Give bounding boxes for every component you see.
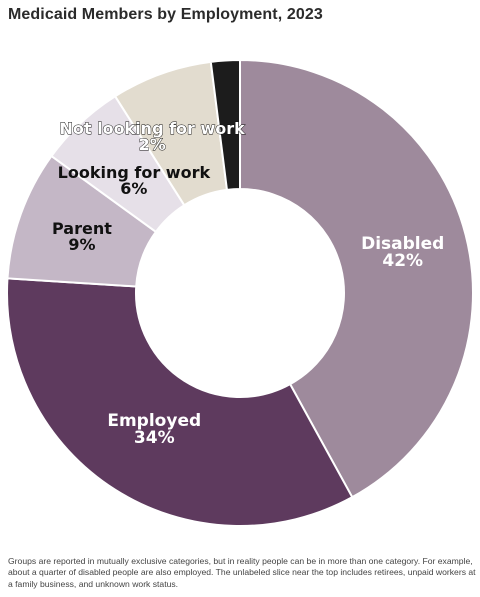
value-label-not-looking-for-work: 2%	[139, 135, 166, 154]
value-label-parent: 9%	[68, 235, 95, 254]
slice-employed	[6, 277, 354, 527]
slice-disabled	[239, 58, 474, 499]
label-not-looking-for-work: Not looking for work	[59, 119, 245, 138]
label-disabled: Disabled	[361, 234, 444, 254]
label-parent: Parent	[52, 219, 112, 238]
label-looking-for-work: Looking for work	[58, 163, 211, 182]
value-label-employed: 34%	[134, 428, 175, 448]
label-employed: Employed	[107, 411, 201, 431]
slices-group	[6, 58, 474, 527]
chart-title: Medicaid Members by Employment, 2023	[8, 6, 323, 23]
slice-unlabeled	[209, 58, 241, 191]
value-label-looking-for-work: 6%	[120, 179, 147, 198]
value-label-disabled: 42%	[382, 251, 423, 271]
footnote: Groups are reported in mutually exclusiv…	[8, 556, 476, 589]
